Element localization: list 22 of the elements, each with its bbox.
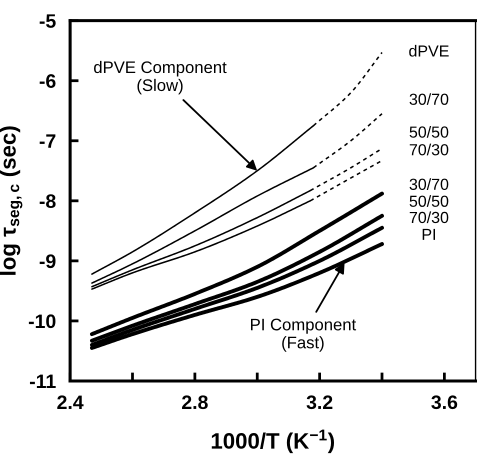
annotation: 30/70 [410, 178, 448, 190]
annotation: PI Component (Fast) [251, 318, 356, 352]
annotation: 30/70 [410, 93, 448, 105]
annotation: 70/30 [410, 211, 448, 224]
x-tick-label: 2.4 [57, 395, 84, 409]
y-tick-label: -6 [40, 74, 56, 88]
x-tick-label: 3.2 [306, 395, 332, 410]
annotation: 70/30 [410, 144, 448, 156]
annotation: 50/50 [410, 195, 448, 207]
y-tick-label: -10 [28, 314, 56, 328]
y-tick-label: -5 [40, 14, 56, 28]
y-tick-label: -7 [40, 134, 56, 148]
y-tick-label: -11 [30, 374, 56, 388]
annotation: PI [422, 228, 436, 240]
x-tick-label: 3.6 [431, 395, 458, 410]
annotation: dPVE Component (Slow) [94, 60, 227, 94]
y-tick-label: -9 [40, 254, 56, 268]
annotation: dPVE [409, 44, 449, 57]
x-axis-title: 1000/T (K$^{−1}$) [212, 430, 334, 454]
annotation: 50/50 [410, 126, 448, 138]
y-tick-label: -8 [40, 194, 56, 208]
x-tick-label: 2.8 [182, 395, 208, 410]
